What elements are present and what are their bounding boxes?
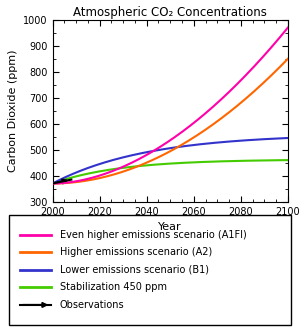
Title: Atmospheric CO₂ Concentrations: Atmospheric CO₂ Concentrations — [73, 6, 267, 18]
Text: Even higher emissions scenario (A1FI): Even higher emissions scenario (A1FI) — [60, 230, 247, 240]
X-axis label: Year: Year — [158, 222, 182, 232]
Text: Higher emissions scenario (A2): Higher emissions scenario (A2) — [60, 247, 212, 257]
Text: Stabilization 450 ppm: Stabilization 450 ppm — [60, 282, 167, 292]
Y-axis label: Carbon Dioxide (ppm): Carbon Dioxide (ppm) — [8, 50, 18, 172]
Text: Observations: Observations — [60, 300, 124, 310]
Text: Lower emissions scenario (B1): Lower emissions scenario (B1) — [60, 265, 209, 275]
